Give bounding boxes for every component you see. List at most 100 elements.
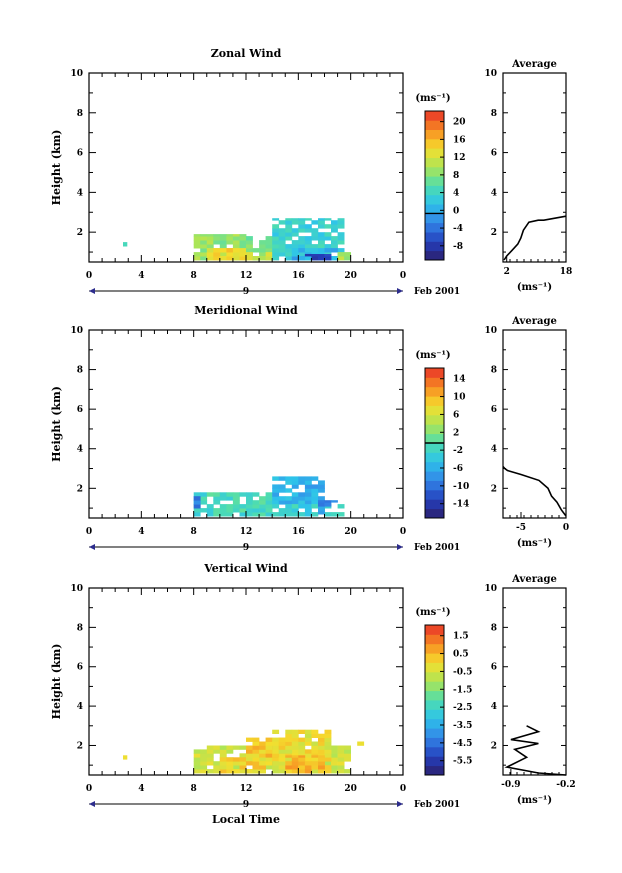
chart-title: Zonal Wind (211, 47, 282, 60)
heat-cell (246, 236, 253, 240)
heat-cell (311, 244, 318, 248)
heat-cell (123, 755, 127, 759)
heat-cell (318, 746, 325, 750)
heat-cell (305, 224, 312, 228)
heat-cell (344, 769, 351, 773)
heat-cell (311, 248, 318, 252)
heat-cell (207, 252, 214, 256)
heat-cell (240, 240, 247, 244)
heat-cell (233, 492, 240, 496)
heat-cell (318, 248, 325, 252)
heat-cell (220, 256, 227, 260)
heat-cell (246, 512, 253, 516)
heat-cell (298, 244, 305, 248)
heat-cell (272, 753, 279, 757)
heat-cell (246, 256, 253, 260)
heat-cell (279, 248, 286, 252)
heat-cell (220, 757, 227, 761)
heat-cell (292, 248, 299, 252)
heat-cell (233, 496, 240, 500)
colorbar-segment (425, 625, 444, 635)
heat-cell (246, 500, 253, 504)
heat-cell (338, 248, 345, 252)
heat-cell (220, 252, 227, 256)
heat-cell (292, 244, 299, 248)
profile-x-tick-label: 18 (560, 267, 573, 277)
heat-cell (285, 220, 292, 224)
heat-cell (272, 224, 279, 228)
heat-cell (285, 508, 292, 512)
heat-cell (331, 500, 338, 502)
heat-cell (233, 252, 240, 256)
x-tick-label: 12 (240, 271, 253, 281)
heat-cell (292, 220, 299, 224)
colorbar-segment (425, 700, 444, 710)
heat-cell (207, 761, 214, 765)
date-bar-end-marker (397, 288, 403, 294)
heat-cell (240, 765, 247, 769)
heat-cell (266, 500, 273, 504)
profile-line (507, 726, 566, 775)
profile-y-tick-label: 4 (491, 188, 497, 198)
colorbar-tick-label: 2 (453, 428, 459, 438)
colorbar-segment (425, 663, 444, 673)
heat-cell (292, 508, 299, 512)
colorbar-tick-label: 16 (453, 135, 466, 145)
heat-cell (318, 220, 325, 224)
heat-cell (233, 236, 240, 240)
heat-cell (266, 256, 273, 260)
heat-cell (220, 508, 227, 512)
heat-cell (259, 504, 266, 508)
heat-cell (226, 256, 233, 260)
heat-cell (194, 769, 201, 773)
heat-cell (220, 244, 227, 248)
heat-cell (272, 749, 279, 753)
colorbar-segment (425, 728, 444, 738)
heat-cell (200, 492, 207, 496)
heat-cell (298, 742, 305, 746)
heat-cell (344, 746, 351, 750)
heat-cell (279, 753, 286, 757)
heat-cell (266, 746, 273, 750)
heat-cell (285, 232, 292, 236)
heat-cell (272, 730, 279, 734)
heat-cell (298, 218, 305, 220)
heat-cell (318, 240, 325, 244)
heat-cell (325, 244, 332, 248)
heat-cell (338, 232, 345, 236)
x-tick-label: 8 (191, 271, 197, 281)
colorbar-tick-label: 12 (453, 153, 466, 163)
heat-cell (311, 484, 318, 488)
heat-cell (233, 761, 240, 765)
heat-cell (325, 730, 332, 734)
heat-cell (233, 244, 240, 248)
colorbar-segment (425, 130, 444, 140)
heat-cell (194, 508, 201, 512)
heat-cell (285, 236, 292, 240)
heat-cell (213, 761, 220, 765)
heat-cell (266, 236, 273, 240)
heat-cell (331, 765, 338, 769)
heat-cell (272, 252, 279, 256)
heat-cell (259, 252, 266, 256)
heat-cell (344, 252, 351, 256)
heat-cell (305, 240, 312, 244)
heat-cell (266, 504, 273, 508)
heat-cell (292, 749, 299, 753)
heat-cell (298, 769, 305, 773)
heat-cell (220, 496, 227, 500)
heat-cell (207, 244, 214, 248)
heat-cell (266, 496, 273, 500)
heat-cell (298, 228, 305, 232)
heat-cell (194, 765, 201, 769)
date-day-label: 9 (243, 543, 249, 553)
heat-cell (246, 757, 253, 761)
y-tick-label: 4 (77, 702, 83, 712)
colorbar-tick-label: 4 (453, 189, 459, 199)
heat-cell (305, 248, 312, 252)
x-tick-label: 8 (191, 784, 197, 794)
heat-cell (200, 252, 207, 256)
heat-cell (292, 232, 299, 236)
colorbar-segment (425, 509, 444, 519)
heat-cell (272, 236, 279, 240)
